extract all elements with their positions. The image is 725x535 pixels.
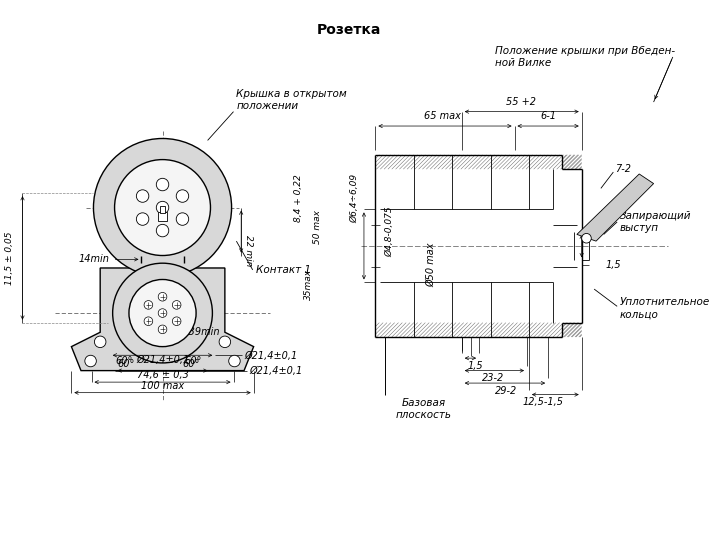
Text: 60°: 60°	[185, 356, 202, 366]
Text: Розетка: Розетка	[316, 24, 381, 37]
Circle shape	[173, 301, 181, 309]
Text: Ø21,4±0,1: Ø21,4±0,1	[244, 351, 297, 361]
Bar	[158, 212, 167, 221]
Text: Ø50 max: Ø50 max	[426, 243, 436, 287]
Text: Крышка в открытом
положении: Крышка в открытом положении	[236, 89, 347, 111]
Text: 60°: 60°	[115, 356, 133, 366]
Circle shape	[228, 355, 240, 367]
Text: Ø6,4÷6,09: Ø6,4÷6,09	[350, 173, 359, 223]
Circle shape	[112, 263, 212, 363]
Text: 6-1: 6-1	[540, 111, 556, 121]
Text: 6: 6	[141, 193, 145, 199]
Text: 1: 1	[160, 181, 165, 188]
Circle shape	[581, 233, 592, 243]
Text: 3: 3	[181, 216, 185, 222]
Circle shape	[219, 336, 231, 348]
Text: 14min: 14min	[79, 254, 109, 264]
Circle shape	[176, 213, 188, 225]
Polygon shape	[577, 174, 654, 241]
Circle shape	[158, 293, 167, 301]
Text: 60°: 60°	[117, 359, 135, 369]
Circle shape	[144, 301, 153, 309]
Text: 1,5: 1,5	[605, 260, 621, 270]
Circle shape	[158, 325, 167, 334]
Text: 5: 5	[141, 216, 145, 222]
Text: 60°: 60°	[183, 359, 200, 369]
Text: 4: 4	[160, 227, 165, 234]
Text: 100 max: 100 max	[141, 381, 184, 391]
Text: Положение крышки при Вбеден-
ной Вилке: Положение крышки при Вбеден- ной Вилке	[495, 46, 676, 68]
Circle shape	[136, 190, 149, 202]
Text: 1,5: 1,5	[468, 361, 483, 371]
Text: Ø39min: Ø39min	[182, 327, 220, 337]
Circle shape	[144, 317, 153, 325]
Text: 11,5 ± 0,05: 11,5 ± 0,05	[4, 231, 14, 285]
Circle shape	[94, 336, 106, 348]
Text: 22 min: 22 min	[244, 235, 253, 266]
Text: 8,4 + 0,22: 8,4 + 0,22	[294, 174, 303, 222]
Circle shape	[115, 159, 210, 256]
Text: Контакт 1: Контакт 1	[256, 265, 310, 275]
Polygon shape	[71, 268, 254, 371]
Circle shape	[158, 309, 167, 317]
Text: 50 max: 50 max	[313, 210, 323, 244]
Text: 2: 2	[181, 193, 185, 199]
Circle shape	[157, 178, 169, 191]
Circle shape	[85, 355, 96, 367]
Text: Запирающий
выступ: Запирающий выступ	[620, 211, 692, 233]
Circle shape	[173, 317, 181, 325]
Text: 65 max: 65 max	[424, 111, 461, 121]
Text: 74,6 ± 0,3: 74,6 ± 0,3	[136, 370, 188, 380]
Text: 55 +2: 55 +2	[506, 97, 536, 107]
Text: Ø21,4±0,1: Ø21,4±0,1	[136, 355, 189, 365]
Text: Уплотнительное
кольцо: Уплотнительное кольцо	[620, 297, 710, 319]
Circle shape	[157, 224, 169, 237]
Text: Базовая
плоскость: Базовая плоскость	[395, 398, 452, 420]
Circle shape	[176, 190, 188, 202]
Text: 29-2: 29-2	[494, 386, 517, 396]
Text: 12,5-1,5: 12,5-1,5	[523, 398, 564, 407]
Bar	[141, 256, 183, 263]
Circle shape	[129, 279, 196, 347]
Circle shape	[136, 213, 149, 225]
Text: 7-2: 7-2	[616, 164, 631, 174]
Circle shape	[94, 139, 231, 277]
Text: Ø21,4±0,1: Ø21,4±0,1	[249, 365, 302, 376]
Circle shape	[157, 201, 169, 214]
Text: 35max: 35max	[304, 269, 312, 300]
Text: 7: 7	[160, 204, 165, 211]
Bar	[160, 205, 165, 213]
Text: Ø4,8-0,075: Ø4,8-0,075	[386, 206, 394, 257]
Text: 23-2: 23-2	[482, 373, 505, 383]
